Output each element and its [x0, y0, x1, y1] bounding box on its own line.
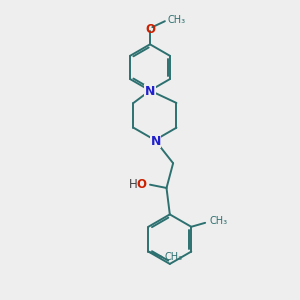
Text: CH₃: CH₃	[167, 15, 186, 25]
Text: O: O	[137, 178, 147, 190]
Text: H: H	[129, 178, 138, 190]
Text: CH₃: CH₃	[165, 253, 183, 262]
Text: O: O	[145, 23, 155, 36]
Text: CH₃: CH₃	[209, 216, 228, 226]
Text: N: N	[150, 135, 161, 148]
Text: N: N	[145, 85, 155, 98]
